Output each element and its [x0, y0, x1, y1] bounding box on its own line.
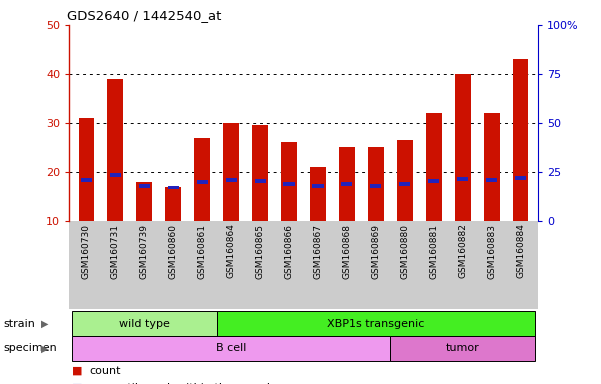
Bar [339, 147, 355, 221]
Bar [79, 118, 94, 221]
Bar [368, 147, 384, 221]
Bar [223, 123, 239, 221]
Text: wild type: wild type [119, 318, 170, 329]
Bar [341, 182, 352, 185]
Bar [168, 185, 179, 189]
Text: ■: ■ [72, 366, 82, 376]
Bar [110, 173, 121, 177]
Bar [281, 142, 297, 221]
Bar [399, 182, 410, 185]
Bar [252, 125, 268, 221]
Text: count: count [89, 366, 120, 376]
Bar [139, 184, 150, 187]
Text: B cell: B cell [216, 343, 246, 354]
Bar [484, 113, 499, 221]
Text: strain: strain [3, 318, 35, 329]
Text: specimen: specimen [3, 343, 56, 354]
Text: GDS2640 / 1442540_at: GDS2640 / 1442540_at [67, 9, 221, 22]
Bar [225, 178, 237, 182]
Text: XBP1s transgenic: XBP1s transgenic [327, 318, 424, 329]
Bar [81, 178, 92, 182]
Bar [457, 177, 468, 180]
Bar [370, 184, 382, 187]
Text: tumor: tumor [446, 343, 480, 354]
Bar [136, 182, 152, 221]
Bar [197, 180, 208, 184]
Bar [455, 74, 471, 221]
Text: percentile rank within the sample: percentile rank within the sample [89, 383, 277, 384]
Bar [165, 187, 182, 221]
Bar [486, 178, 497, 182]
Bar [513, 59, 528, 221]
Bar [284, 182, 294, 185]
Bar [428, 179, 439, 183]
Bar [397, 140, 413, 221]
Text: ■: ■ [72, 383, 82, 384]
Bar [313, 184, 323, 187]
Bar [194, 137, 210, 221]
Bar [255, 179, 266, 183]
Bar [426, 113, 442, 221]
Text: ▶: ▶ [41, 343, 48, 354]
Bar [310, 167, 326, 221]
Bar [515, 176, 526, 180]
Bar [108, 79, 123, 221]
Text: ▶: ▶ [41, 318, 48, 329]
